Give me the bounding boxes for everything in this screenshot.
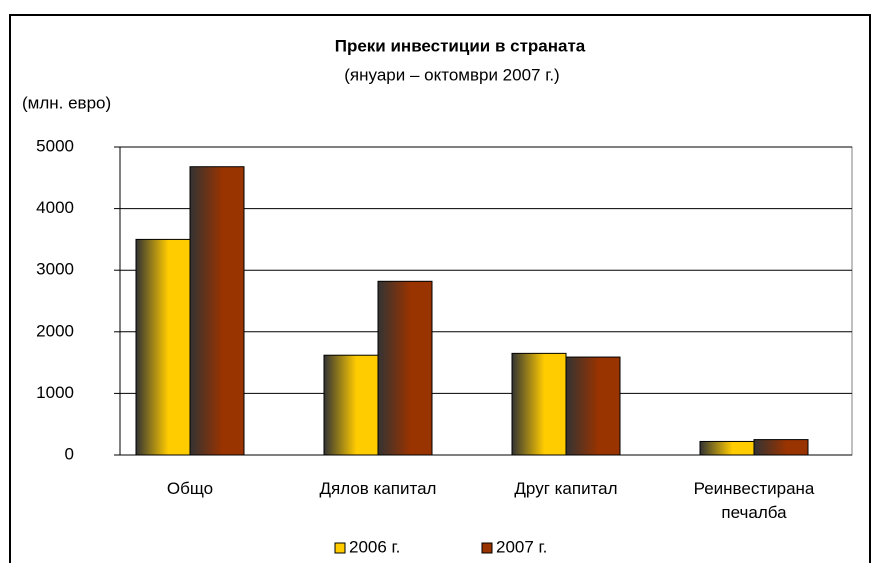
x-tick-label: Друг капитал (514, 479, 618, 498)
bar (189, 166, 245, 456)
bar (565, 356, 621, 456)
y-tick-label: 2000 (36, 321, 74, 340)
chart-title: Преки инвестиции в страната (335, 36, 586, 55)
legend-label: 2007 г. (496, 537, 547, 556)
bar (135, 238, 191, 456)
y-axis-label: (млн. евро) (22, 93, 111, 112)
bar (753, 439, 809, 456)
x-tick-label: Общо (166, 479, 214, 498)
bar (323, 354, 379, 456)
y-tick-label: 4000 (36, 198, 74, 217)
bar (699, 440, 755, 456)
x-tick-label: Дялов капитал (319, 479, 437, 498)
y-tick-label: 5000 (36, 136, 74, 155)
legend-swatch (334, 542, 346, 554)
frame (9, 14, 871, 563)
bar (377, 280, 433, 456)
legend-label: 2006 г. (349, 537, 400, 556)
chart-subtitle: (януари – октомври 2007 г.) (344, 65, 559, 84)
bar (511, 352, 567, 456)
legend-swatch (481, 542, 493, 554)
y-tick-label: 1000 (36, 383, 74, 402)
y-tick-label: 3000 (36, 260, 74, 279)
y-tick-label: 0 (65, 444, 74, 463)
x-tick-label: Реинвестирана печалба (693, 479, 815, 522)
